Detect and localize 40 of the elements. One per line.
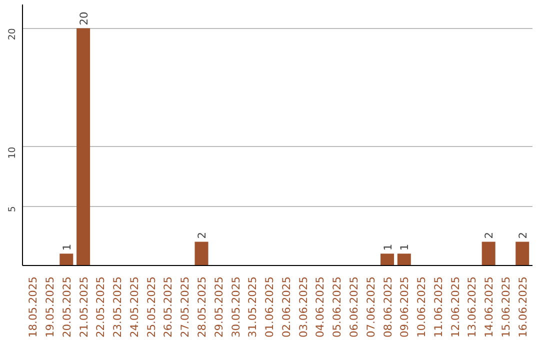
- x-tick-label: 03.06.2025: [296, 276, 310, 338]
- x-tick-label: 08.06.2025: [381, 276, 394, 338]
- data-label: 20: [77, 11, 90, 26]
- x-tick-label: 07.06.2025: [364, 276, 378, 338]
- data-label: 2: [482, 232, 496, 239]
- x-tick-label: 11.06.2025: [432, 276, 445, 338]
- x-tick-label: 31.05.2025: [246, 276, 260, 338]
- x-tick-label: 23.05.2025: [111, 276, 124, 338]
- x-tick-label: 01.06.2025: [263, 276, 276, 338]
- y-tick-label: 20: [7, 28, 18, 40]
- x-tick-label: 02.06.2025: [280, 276, 293, 338]
- x-tick-label: 22.05.2025: [94, 276, 108, 338]
- x-tick-label: 24.05.2025: [128, 276, 141, 338]
- x-tick-label: 13.06.2025: [466, 276, 479, 338]
- x-tick-label: 25.05.2025: [144, 276, 158, 338]
- data-label: 1: [381, 244, 394, 251]
- x-tick-label: 30.05.2025: [229, 276, 242, 338]
- x-tick-label: 10.06.2025: [415, 276, 428, 338]
- x-tick-label: 29.05.2025: [212, 276, 226, 338]
- x-tick-label: 14.06.2025: [482, 276, 496, 338]
- x-tick-label: 09.06.2025: [398, 276, 412, 338]
- x-tick-label: 26.05.2025: [162, 276, 175, 338]
- x-tick-label: 27.05.2025: [178, 276, 192, 338]
- data-label: 1: [60, 244, 74, 251]
- y-tick-label: 5: [7, 206, 18, 212]
- x-tick-label: 06.06.2025: [347, 276, 360, 338]
- x-tick-label: 18.05.2025: [26, 276, 40, 338]
- x-tick-label: 04.06.2025: [314, 276, 327, 338]
- x-tick-label: 16.06.2025: [516, 276, 530, 338]
- y-tick-label: 10: [7, 146, 18, 159]
- x-tick-label: 20.05.2025: [60, 276, 74, 338]
- x-tick-label: 12.06.2025: [448, 276, 462, 338]
- x-tick-label: 15.06.2025: [499, 276, 512, 338]
- x-tick-label: 19.05.2025: [44, 276, 57, 338]
- x-tick-label: 05.06.2025: [330, 276, 344, 338]
- data-label: 2: [196, 232, 209, 239]
- data-label: 2: [516, 232, 530, 239]
- x-tick-label: 28.05.2025: [196, 276, 209, 338]
- x-tick-label: 21.05.2025: [77, 276, 90, 338]
- data-label: 1: [398, 244, 412, 251]
